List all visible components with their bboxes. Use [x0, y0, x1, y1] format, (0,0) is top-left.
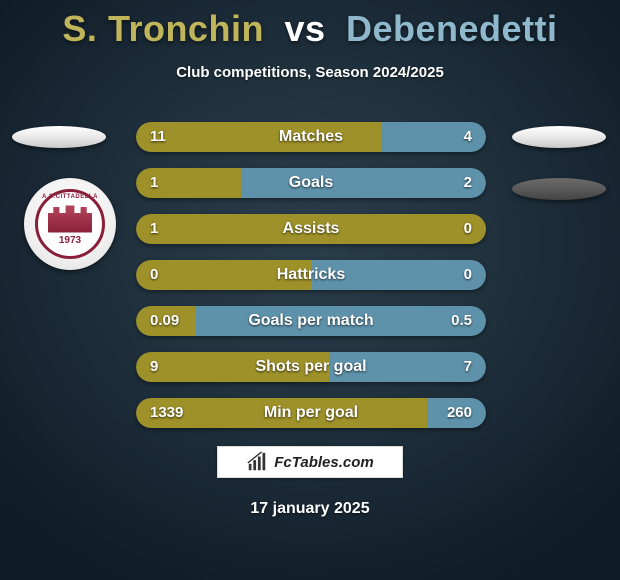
- stat-label: Hattricks: [136, 260, 486, 290]
- stat-label: Matches: [136, 122, 486, 152]
- stat-label: Shots per goal: [136, 352, 486, 382]
- title-vs: vs: [284, 8, 325, 49]
- comparison-title: S. Tronchin vs Debenedetti: [0, 0, 620, 50]
- player1-photo-placeholder: [12, 126, 106, 148]
- chart-icon: [246, 451, 268, 473]
- content-root: S. Tronchin vs Debenedetti Club competit…: [0, 0, 620, 580]
- subtitle: Club competitions, Season 2024/2025: [0, 64, 620, 81]
- stat-label: Goals: [136, 168, 486, 198]
- player1-club-badge: A.S.CITTADELLA 1973: [24, 178, 116, 270]
- footer-date: 17 january 2025: [0, 500, 620, 518]
- stat-label: Goals per match: [136, 306, 486, 336]
- castle-icon: [48, 203, 92, 233]
- stats-container: 114Matches 12Goals 10Assists 00Hattricks 0.0…: [136, 122, 486, 444]
- club-badge-inner: A.S.CITTADELLA 1973: [35, 189, 105, 259]
- club-badge-name: A.S.CITTADELLA: [42, 194, 98, 200]
- stat-row: 0.090.5Goals per match: [136, 306, 486, 336]
- watermark: FcTables.com: [217, 446, 403, 478]
- stat-row: 114Matches: [136, 122, 486, 152]
- stat-row: 12Goals: [136, 168, 486, 198]
- stat-row: 00Hattricks: [136, 260, 486, 290]
- stat-row: 10Assists: [136, 214, 486, 244]
- stat-row: 97Shots per goal: [136, 352, 486, 382]
- player2-club-placeholder: [512, 178, 606, 200]
- title-player1: S. Tronchin: [62, 8, 264, 49]
- title-player2: Debenedetti: [346, 8, 558, 49]
- stat-label: Min per goal: [136, 398, 486, 428]
- club-badge-year: 1973: [59, 235, 81, 246]
- watermark-text: FcTables.com: [274, 454, 373, 471]
- stat-row: 1339260Min per goal: [136, 398, 486, 428]
- stat-label: Assists: [136, 214, 486, 244]
- player2-photo-placeholder: [512, 126, 606, 148]
